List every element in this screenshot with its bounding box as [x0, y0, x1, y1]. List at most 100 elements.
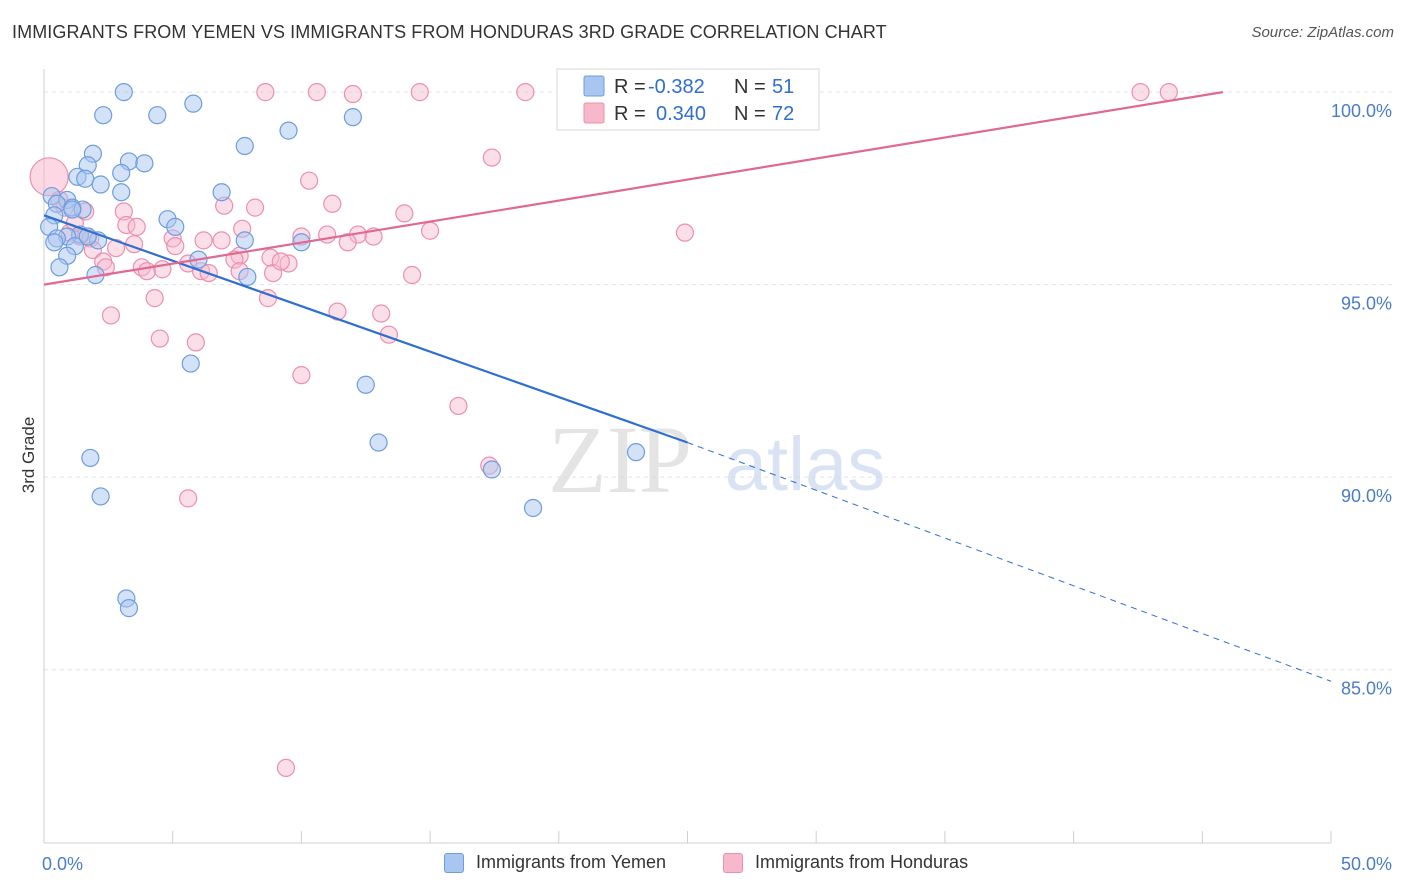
watermark-zip: ZIP — [548, 406, 692, 513]
honduras-point-54 — [328, 302, 347, 321]
honduras-point-61 — [449, 396, 468, 416]
stats-legend-yemen-n-label: N = — [734, 76, 766, 98]
yemen-point-13 — [76, 169, 95, 188]
yemen-point-38 — [238, 267, 257, 287]
series-yemen-points — [40, 83, 646, 618]
honduras-point-13 — [323, 194, 342, 213]
chart-title: IMMIGRANTS FROM YEMEN VS IMMIGRANTS FROM… — [12, 22, 887, 42]
yemen-point-9 — [135, 154, 154, 173]
legend-item-honduras[interactable]: Immigrants from Honduras — [723, 852, 968, 873]
honduras-trend-line — [43, 91, 1224, 286]
honduras-point-9 — [1131, 83, 1150, 102]
honduras-point-1 — [256, 83, 275, 102]
yemen-point-36 — [50, 258, 69, 277]
stats-legend-yemen-n-value: 51 — [772, 76, 794, 98]
honduras-point-2 — [307, 83, 326, 102]
stats-legend-honduras-n-value: 72 — [772, 103, 794, 125]
honduras-point-12 — [300, 171, 319, 190]
honduras-point-17 — [114, 202, 133, 221]
honduras-point-67 — [271, 252, 290, 271]
stats-legend-honduras-n-label: N = — [734, 103, 766, 125]
y-tick-label-3: 85.0% — [1341, 679, 1392, 699]
stats-legend-yemen-swatch — [583, 75, 605, 97]
honduras-point-35 — [166, 237, 185, 256]
yemen-point-42 — [626, 443, 646, 462]
stats-legend-yemen-r-label: R = — [614, 76, 646, 98]
y-tick-label-1: 95.0% — [1341, 294, 1392, 314]
yemen-point-39 — [181, 354, 200, 373]
yemen-point-24 — [166, 217, 185, 236]
yemen-point-43 — [81, 448, 100, 468]
honduras-point-31 — [194, 231, 213, 250]
axis-layer: 100.0% 95.0% 90.0% 85.0% — [43, 69, 1392, 844]
yemen-point-49 — [63, 200, 82, 219]
yemen-point-48 — [119, 599, 139, 618]
stats-legend-honduras-r-value: 0.340 — [656, 103, 706, 125]
honduras-point-25 — [318, 225, 337, 244]
stats-legend-yemen-r-value: -0.382 — [648, 76, 705, 98]
yemen-point-41 — [369, 433, 388, 452]
honduras-point-55 — [372, 304, 391, 323]
x-tick-label-min: 0.0% — [42, 854, 83, 874]
yemen-point-2 — [94, 106, 113, 125]
honduras-point-11 — [482, 148, 501, 167]
y-tick-label-0: 100.0% — [1331, 101, 1392, 121]
yemen-point-0 — [114, 83, 133, 102]
legend-label-yemen: Immigrants from Yemen — [476, 852, 667, 872]
yemen-point-33 — [45, 233, 64, 252]
yemen-point-4 — [343, 108, 362, 127]
honduras-point-24 — [675, 223, 695, 242]
stats-legend-honduras-r-label: R = — [614, 103, 646, 125]
yemen-point-30 — [235, 231, 254, 250]
honduras-point-40 — [225, 250, 244, 269]
honduras-point-60 — [292, 366, 311, 385]
stats-legend: R = -0.382 N = 51 R = 0.340 N = 72 — [556, 68, 820, 131]
yemen-trend-line — [43, 214, 688, 444]
yemen-point-44 — [482, 460, 501, 479]
bottom-legend: Immigrants from Yemen Immigrants from Ho… — [0, 852, 1406, 878]
yemen-point-1 — [184, 94, 203, 113]
y-axis-label: 3rd Grade — [19, 417, 38, 494]
honduras-point-3 — [343, 84, 362, 104]
honduras-point-10 — [1159, 83, 1178, 102]
honduras-point-15 — [245, 198, 265, 217]
yemen-point-11 — [112, 163, 131, 183]
legend-item-yemen[interactable]: Immigrants from Yemen — [444, 852, 666, 873]
grid-layer — [44, 91, 1392, 671]
honduras-point-56 — [101, 306, 121, 325]
honduras-point-58 — [150, 329, 169, 348]
honduras-point-4 — [410, 83, 429, 102]
honduras-point-16 — [395, 204, 414, 223]
yemen-point-45 — [91, 487, 110, 506]
yemen-point-6 — [235, 136, 254, 156]
legend-swatch-yemen — [444, 852, 464, 873]
y-tick-label-2: 90.0% — [1341, 486, 1392, 506]
honduras-point-32 — [212, 231, 231, 250]
yemen-point-3 — [148, 106, 167, 125]
honduras-point-45 — [137, 262, 157, 281]
legend-swatch-honduras — [723, 852, 743, 873]
stats-legend-honduras-swatch — [583, 102, 605, 124]
honduras-point-51 — [402, 265, 422, 285]
honduras-point-39 — [261, 248, 280, 267]
honduras-point-33 — [338, 233, 357, 252]
yemen-point-16 — [212, 183, 231, 202]
honduras-point-36 — [106, 238, 126, 258]
honduras-point-21 — [127, 217, 146, 236]
legend-label-honduras: Immigrants from Honduras — [755, 852, 969, 872]
honduras-point-64 — [276, 758, 296, 778]
watermark-atlas: atlas — [725, 422, 886, 507]
yemen-point-46 — [523, 498, 543, 518]
honduras-point-5 — [516, 83, 535, 102]
yemen-point-14 — [91, 175, 110, 194]
trend-layer — [43, 91, 1332, 682]
honduras-point-52 — [145, 289, 164, 308]
chart-source: Source: ZipAtlas.com — [1251, 24, 1394, 41]
honduras-point-59 — [186, 333, 205, 352]
honduras-point-63 — [179, 489, 198, 508]
yemen-point-40 — [356, 375, 375, 394]
yemen-point-5 — [279, 121, 298, 140]
x-tick-label-max: 50.0% — [1341, 854, 1392, 874]
yemen-trend-extension — [687, 442, 1332, 682]
